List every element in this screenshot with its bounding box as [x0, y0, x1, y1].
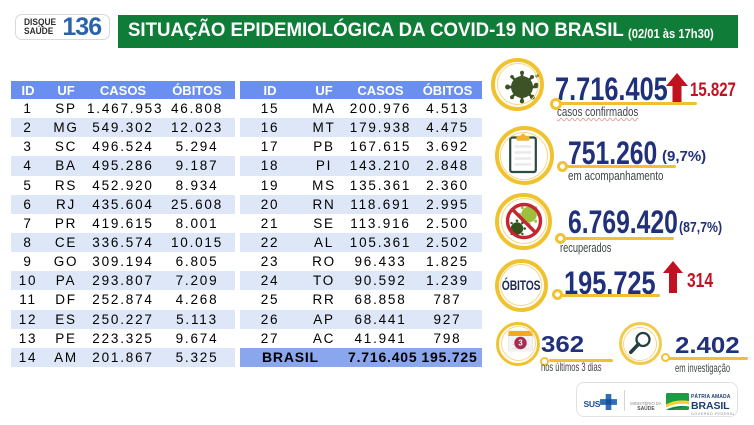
- svg-text:3: 3: [518, 339, 523, 348]
